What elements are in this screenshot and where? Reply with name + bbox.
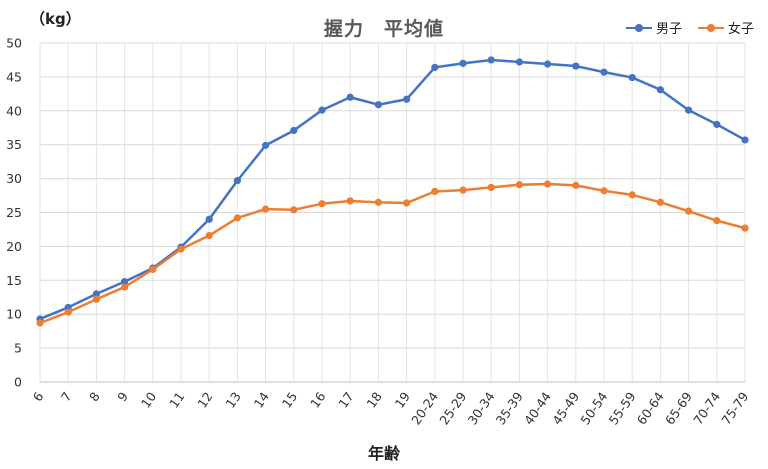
data-point-male [600, 68, 608, 76]
data-point-female [572, 181, 580, 189]
data-point-male [318, 106, 326, 114]
data-point-female [656, 198, 665, 206]
unit-label: （kg） [30, 10, 81, 28]
x-tick-label: 10 [138, 389, 159, 411]
y-tick-label: 15 [6, 273, 22, 288]
data-point-male [121, 278, 129, 286]
data-point-male [233, 177, 241, 185]
x-tick-label: 6 [30, 389, 47, 404]
data-point-female [92, 295, 100, 303]
x-tick-label: 12 [194, 389, 215, 411]
y-tick-label: 0 [14, 375, 22, 390]
x-tick-label: 16 [307, 389, 328, 411]
data-point-male [459, 59, 467, 67]
data-point-female [685, 207, 693, 215]
data-point-female [374, 198, 382, 206]
series-line-female [39, 182, 746, 325]
data-point-female [628, 191, 636, 199]
data-point-male [741, 136, 749, 144]
data-point-female [318, 200, 326, 208]
data-point-female [121, 283, 129, 291]
x-tick-label: 11 [166, 389, 187, 411]
data-point-female [64, 308, 72, 316]
data-point-female [487, 183, 495, 192]
x-tick-label: 30-34 [465, 389, 498, 427]
x-tick-label: 15 [279, 389, 300, 411]
x-tick-label: 8 [86, 389, 103, 404]
data-point-male [515, 58, 524, 66]
x-tick-label: 45-49 [549, 389, 582, 427]
data-point-female [713, 217, 721, 225]
data-point-male [431, 63, 439, 72]
data-point-female [262, 205, 270, 213]
x-tick-label: 14 [251, 389, 272, 411]
legend-item-male: 男子 [625, 18, 682, 37]
data-point-male [572, 62, 580, 70]
y-tick-label: 25 [6, 205, 22, 220]
data-point-female [36, 319, 44, 327]
data-point-male [487, 56, 495, 64]
data-point-male [544, 60, 552, 68]
y-tick-label: 20 [6, 239, 22, 254]
y-tick-label: 10 [6, 307, 22, 322]
data-point-female [177, 245, 185, 253]
x-tick-label: 19 [392, 389, 413, 411]
y-tick-label: 30 [6, 171, 22, 186]
x-tick-label: 25-29 [436, 389, 469, 427]
legend-swatch-male [625, 23, 652, 33]
data-point-male [374, 101, 382, 109]
x-tick-label: 75-79 [718, 389, 751, 427]
data-point-female [205, 231, 213, 240]
data-point-female [149, 265, 157, 274]
data-point-male [685, 106, 693, 114]
y-tick-label: 5 [14, 341, 22, 356]
y-tick-label: 50 [6, 36, 22, 51]
x-axis-title: 年齢 [367, 444, 400, 463]
data-point-male [656, 86, 665, 94]
data-point-female [346, 197, 354, 205]
x-tick-label: 70-74 [690, 389, 723, 427]
legend-swatch-female [697, 23, 724, 33]
data-point-female [403, 199, 411, 207]
data-point-male [713, 120, 721, 128]
legend-item-female: 女子 [697, 18, 754, 37]
x-tick-label: 50-54 [577, 389, 610, 427]
data-point-female [459, 186, 467, 194]
x-tick-label: 35-39 [493, 389, 526, 427]
data-point-female [431, 187, 439, 196]
x-tick-label: 20-24 [408, 389, 441, 427]
x-tick-label: 17 [335, 389, 356, 411]
data-point-male [262, 141, 270, 149]
data-point-male [346, 93, 354, 101]
chart-title: 握力 平均値 [323, 18, 444, 40]
x-tick-label: 7 [58, 389, 75, 404]
y-tick-label: 45 [6, 69, 22, 84]
x-tick-label: 60-64 [634, 389, 667, 427]
legend-label-female: 女子 [727, 22, 754, 37]
x-tick-label: 18 [363, 389, 384, 411]
data-point-female [741, 224, 749, 232]
x-tick-label: 40-44 [521, 389, 554, 427]
x-tick-label: 9 [114, 389, 131, 404]
data-point-female [290, 206, 298, 214]
grid [39, 42, 746, 383]
data-point-male [92, 290, 100, 298]
series-layer [36, 56, 749, 327]
x-tick-label: 55-59 [606, 389, 639, 427]
data-point-male [628, 73, 636, 82]
x-tick-label: 65-69 [662, 389, 695, 427]
data-point-female [544, 180, 552, 188]
data-point-male [205, 215, 213, 223]
x-tick-label: 13 [222, 389, 243, 411]
data-point-male [403, 95, 411, 103]
data-point-female [600, 187, 608, 195]
data-point-male [290, 126, 298, 135]
data-point-female [233, 214, 241, 222]
data-point-female [515, 181, 524, 189]
y-tick-label: 35 [6, 137, 22, 152]
y-tick-label: 40 [6, 103, 22, 118]
legend: 男子 女子 [625, 18, 754, 37]
legend-label-male: 男子 [655, 22, 682, 37]
